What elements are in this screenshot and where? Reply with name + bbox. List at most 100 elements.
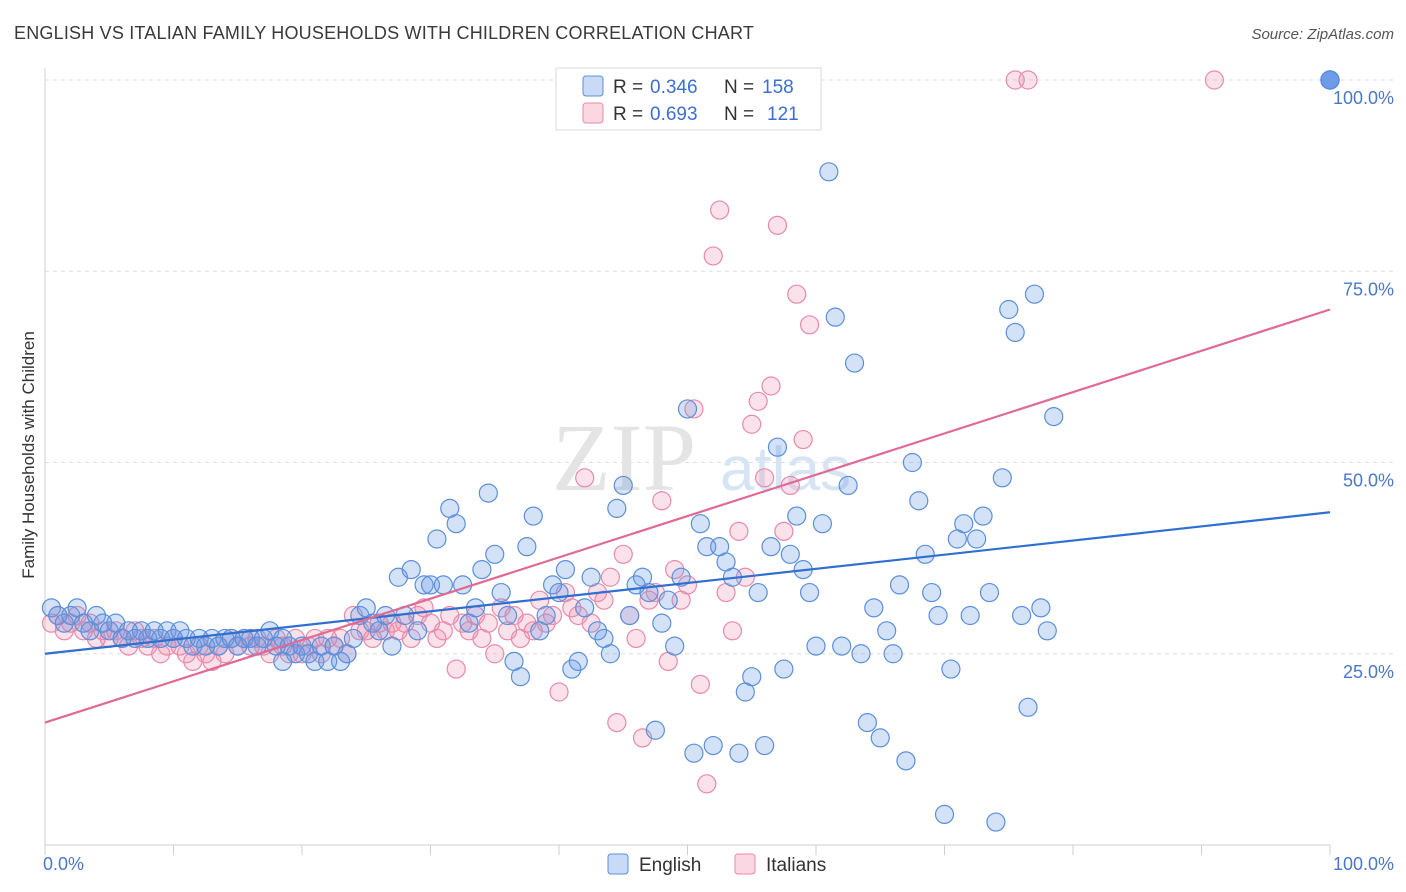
english-point-91 (620, 605, 640, 626)
legend-n-value-italians: 121 (767, 104, 799, 125)
legend-n-label-english: N = (724, 77, 754, 98)
english-point-62 (433, 575, 453, 595)
english-point-40 (273, 651, 293, 672)
english-point-74 (510, 667, 531, 687)
english-point-110 (742, 667, 762, 687)
english-point-155 (1031, 598, 1051, 618)
italians-point-56 (401, 628, 421, 649)
legend-r-label-english: R = (613, 77, 643, 98)
y-tick-label-1: 50.0% (1343, 471, 1394, 491)
english-point-78 (536, 605, 556, 626)
english-point-148 (986, 812, 1006, 832)
english-point-57 (401, 559, 421, 580)
italians-point-69 (485, 644, 505, 664)
english-point-64 (446, 514, 466, 534)
english-point-129 (864, 598, 884, 618)
english-point-134 (896, 751, 916, 771)
english-point-99 (671, 567, 691, 587)
english-point-36 (273, 628, 293, 649)
italians-trend-line (44, 308, 1331, 724)
english-point-108 (729, 743, 749, 763)
english-point-138 (922, 582, 942, 603)
english-point-68 (472, 559, 492, 580)
english-point-85 (581, 567, 601, 587)
english-point-137 (915, 544, 935, 564)
legend: R = 0.346 N = 158 R = 0.693 N = 121 (555, 67, 822, 131)
axes (44, 68, 1331, 855)
english-point-145 (967, 529, 987, 549)
english-point-150 (999, 299, 1019, 320)
legend-r-label-italians: R = (613, 104, 643, 125)
english-point-126 (844, 353, 865, 373)
italians-point-121 (1204, 70, 1224, 90)
bottom-legend-english: English (639, 855, 701, 876)
english-point-61 (427, 529, 447, 549)
english-point-59 (414, 575, 434, 595)
english-point-117 (787, 506, 807, 526)
legend-n-value-english: 158 (762, 77, 794, 98)
y-tick-labels: 25.0% 50.0% 75.0% 100.0% (1333, 88, 1394, 682)
english-point-100 (677, 399, 698, 419)
english-point-115 (774, 659, 794, 679)
chart-title: ENGLISH VS ITALIAN FAMILY HOUSEHOLDS WIT… (14, 23, 754, 43)
italians-point-63 (446, 659, 466, 679)
italians-point-110 (748, 391, 768, 411)
english-point-54 (382, 636, 402, 656)
italians-point-100 (684, 399, 704, 419)
english-point-0 (41, 598, 62, 618)
english-point-135 (902, 452, 922, 473)
english-point-90 (613, 475, 633, 496)
bottom-legend: English Italians (607, 853, 826, 876)
y-tick-label-3: 100.0% (1333, 88, 1394, 108)
legend-r-value-english: 0.346 (650, 77, 698, 98)
english-point-114 (767, 437, 788, 457)
english-point-123 (825, 307, 845, 327)
english-point-98 (665, 636, 685, 656)
italians-point-117 (793, 429, 813, 450)
italians-point-106 (722, 621, 743, 641)
english-point-58 (408, 621, 428, 641)
english-point-82 (562, 659, 582, 679)
english-point-97 (658, 590, 678, 610)
english-point-76 (523, 506, 543, 526)
italians-point-109 (742, 414, 762, 434)
english-point-75 (517, 537, 537, 557)
italians-point-60 (427, 628, 447, 649)
english-point-147 (979, 582, 1000, 603)
bottom-legend-swatch-italians (734, 853, 756, 875)
english-point-104 (703, 735, 723, 756)
italians-point-104 (710, 200, 730, 220)
english-point-139 (928, 605, 948, 626)
english-point-112 (754, 735, 775, 756)
english-point-86 (587, 621, 608, 641)
english-point-113 (761, 537, 781, 557)
x-tick-label-max: 100.0% (1333, 854, 1394, 874)
english-point-128 (857, 712, 878, 733)
english-point-121 (812, 514, 833, 534)
english-point-151 (1005, 322, 1025, 343)
italians-point-113 (767, 215, 788, 235)
english-point-154 (1024, 284, 1045, 304)
italians-point-77 (536, 613, 556, 633)
english-point-119 (799, 582, 820, 603)
italians-point-112 (761, 376, 781, 396)
english-point-122 (819, 162, 839, 182)
y-axis-label: Family Households with Children (19, 331, 38, 579)
legend-n-label-italians: N = (724, 104, 754, 125)
english-point-153 (1018, 697, 1038, 717)
italians-point-79 (549, 682, 569, 702)
english-point-84 (575, 598, 595, 618)
english-point-146 (973, 506, 993, 526)
italians-point-91 (626, 628, 646, 649)
english-point-46 (330, 651, 351, 672)
italians-point-107 (729, 521, 749, 541)
legend-swatch-english (582, 75, 604, 97)
english-point-136 (909, 491, 929, 511)
italians-point-97 (665, 559, 685, 580)
italians-point-114 (774, 521, 794, 541)
italians-point-88 (607, 712, 627, 733)
italians-point-95 (652, 491, 672, 511)
english-point-83 (568, 651, 588, 672)
italians-point-101 (690, 674, 710, 694)
english-point-81 (555, 559, 576, 580)
